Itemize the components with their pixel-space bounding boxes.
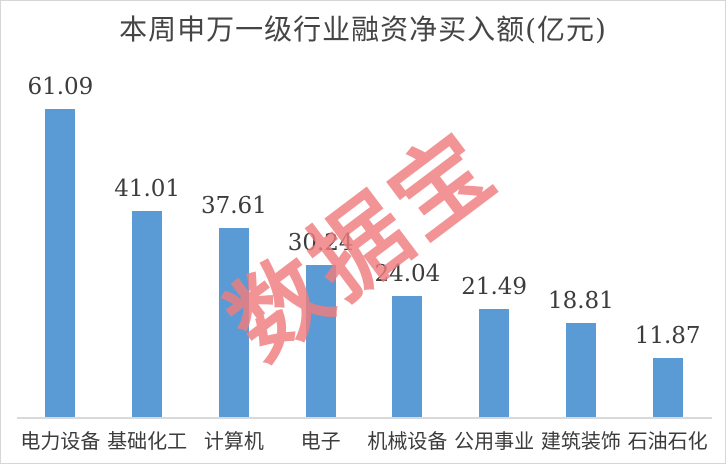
bar-value-label: 41.01 xyxy=(114,175,181,202)
bar-value-label: 24.04 xyxy=(374,261,441,288)
category-label: 石油石化 xyxy=(627,429,708,453)
bar-slot: 21.49 xyxy=(451,61,538,418)
bar-slot: 30.24 xyxy=(277,61,364,418)
category-axis: 电力设备 基础化工 计算机 电子 机械设备 公用事业 建筑装饰 石油石化 xyxy=(17,427,711,455)
bar-value-label: 37.61 xyxy=(200,192,267,219)
plot-area: 61.09 41.01 37.61 30.24 24.04 21.49 18.81 11.87 xyxy=(17,61,711,418)
bar-slot: 18.81 xyxy=(538,61,625,418)
category-label: 电子 xyxy=(300,429,341,453)
category-label: 电力设备 xyxy=(20,429,101,453)
bar xyxy=(479,309,510,418)
bar-slot: 61.09 xyxy=(17,61,104,418)
bar xyxy=(392,296,423,418)
category-label: 基础化工 xyxy=(107,429,188,453)
category-label: 机械设备 xyxy=(367,429,448,453)
bar xyxy=(565,322,596,418)
bar-value-label: 11.87 xyxy=(634,323,701,349)
bar-slot: 11.87 xyxy=(624,61,711,418)
category-label: 公用事业 xyxy=(454,429,535,453)
chart-title: 本周申万一级行业融资净买入额(亿元) xyxy=(119,13,607,46)
bar xyxy=(132,210,163,418)
bar xyxy=(652,358,683,418)
bar-slot: 41.01 xyxy=(104,61,191,418)
category-label: 建筑装饰 xyxy=(540,429,621,453)
bar-slot: 24.04 xyxy=(364,61,451,418)
bar-value-label: 21.49 xyxy=(461,274,528,301)
category-label: 计算机 xyxy=(203,429,264,453)
bar xyxy=(218,227,249,418)
bar-slot: 37.61 xyxy=(191,61,278,418)
x-axis-line xyxy=(17,417,712,419)
bar-value-label: 30.24 xyxy=(287,230,354,256)
bar xyxy=(45,109,76,418)
bar-value-label: 18.81 xyxy=(547,287,614,314)
bar-value-label: 61.09 xyxy=(27,74,94,100)
bar xyxy=(305,265,336,418)
